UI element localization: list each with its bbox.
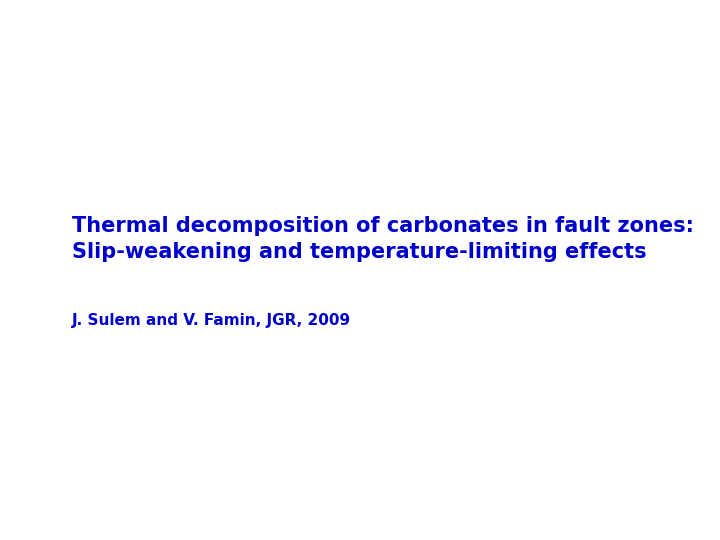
Text: Thermal decomposition of carbonates in fault zones:
Slip-weakening and temperatu: Thermal decomposition of carbonates in f…	[72, 216, 694, 262]
Text: J. Sulem and V. Famin, JGR, 2009: J. Sulem and V. Famin, JGR, 2009	[72, 313, 351, 328]
